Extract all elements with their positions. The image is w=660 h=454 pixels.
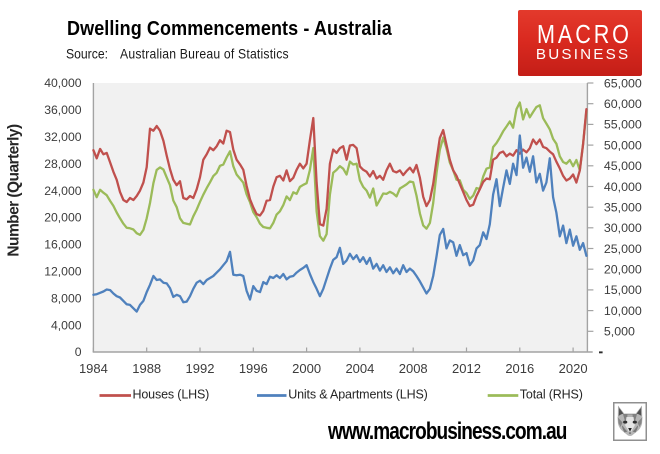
svg-text:28,000: 28,000 xyxy=(44,157,81,171)
svg-text:1996: 1996 xyxy=(239,361,268,376)
svg-text:20,000: 20,000 xyxy=(604,263,642,277)
svg-text:12,000: 12,000 xyxy=(44,265,81,279)
svg-text:2004: 2004 xyxy=(345,361,374,376)
svg-text:2020: 2020 xyxy=(559,361,588,376)
svg-text:20,000: 20,000 xyxy=(44,211,81,225)
svg-text:45,000: 45,000 xyxy=(604,159,642,173)
svg-text:2000: 2000 xyxy=(292,361,321,376)
svg-text:50,000: 50,000 xyxy=(604,138,642,152)
svg-text:40,000: 40,000 xyxy=(44,76,81,90)
svg-text:8,000: 8,000 xyxy=(51,291,82,305)
svg-text:1984: 1984 xyxy=(79,361,108,376)
svg-text:15,000: 15,000 xyxy=(604,283,642,297)
svg-text:35,000: 35,000 xyxy=(604,201,642,215)
svg-text:1992: 1992 xyxy=(186,361,215,376)
svg-text:Units & Apartments (LHS): Units & Apartments (LHS) xyxy=(288,387,428,401)
svg-text:Total (RHS): Total (RHS) xyxy=(520,387,583,401)
svg-text:Number (Quarterly): Number (Quarterly) xyxy=(6,124,23,257)
svg-text:55,000: 55,000 xyxy=(604,118,642,132)
svg-text:2012: 2012 xyxy=(452,361,481,376)
svg-text:24,000: 24,000 xyxy=(44,184,81,198)
svg-text:65,000: 65,000 xyxy=(604,76,642,90)
svg-text:30,000: 30,000 xyxy=(604,221,642,235)
svg-text:16,000: 16,000 xyxy=(44,238,81,252)
svg-text:1988: 1988 xyxy=(132,361,161,376)
svg-text:40,000: 40,000 xyxy=(604,180,642,194)
svg-text:60,000: 60,000 xyxy=(604,97,642,111)
svg-text:2016: 2016 xyxy=(505,361,534,376)
svg-text:25,000: 25,000 xyxy=(604,242,642,256)
svg-text:4,000: 4,000 xyxy=(51,318,82,332)
svg-text:5,000: 5,000 xyxy=(604,325,635,339)
svg-text:10,000: 10,000 xyxy=(604,304,642,318)
svg-text:Houses (LHS): Houses (LHS) xyxy=(133,387,210,401)
svg-text:2008: 2008 xyxy=(399,361,428,376)
svg-text:32,000: 32,000 xyxy=(44,130,81,144)
svg-text:0: 0 xyxy=(75,345,82,359)
svg-text:36,000: 36,000 xyxy=(44,103,81,117)
